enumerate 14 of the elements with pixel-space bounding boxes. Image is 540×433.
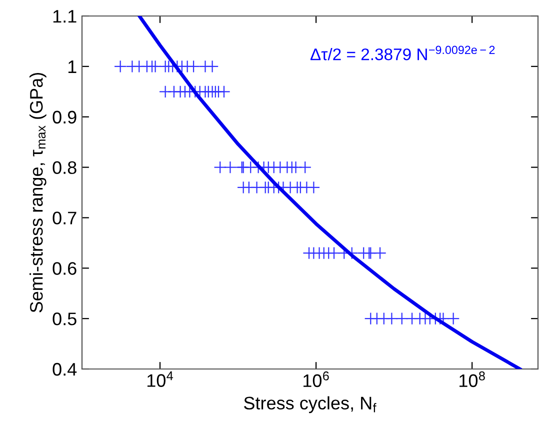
y-tick-label: 1.1 [53,10,76,23]
y-tick-label: 0.8 [52,161,76,174]
y-tick-label: 0.4 [52,362,77,376]
annotation: Δτ/2 = 2.3879 N$^{−9.0092e−2}$ [310,46,495,60]
y-tick-label: 0.9 [52,110,76,124]
x-tick-label: 10$^{6}$ [304,371,329,388]
x-tick-label: 10$^{8}$ [460,371,485,388]
y-tick-label: 0.5 [52,312,76,326]
y-axis-title: Semi-stress range, τ$_{max}$ (GPa) [30,72,46,312]
x-axis-title: Stress cycles, N$_{f}$ [244,396,376,414]
x-tick-label: 10$^{4}$ [147,371,174,387]
y-tick-label: 0.7 [52,212,76,224]
y-tick-label: 1 [68,60,76,73]
y-tick-label: 0.6 [52,262,76,275]
